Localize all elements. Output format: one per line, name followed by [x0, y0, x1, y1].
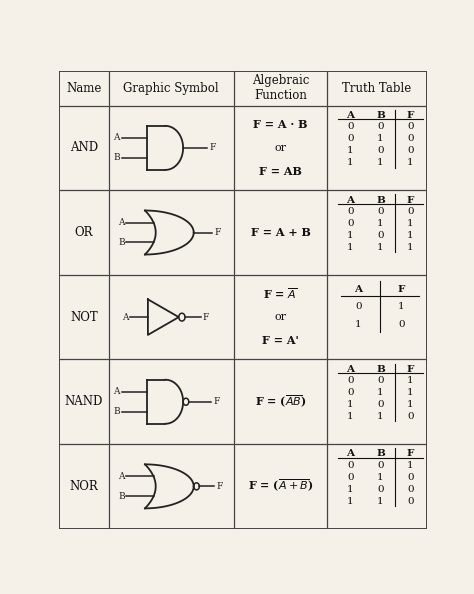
Text: NOR: NOR — [70, 480, 99, 493]
Text: F = A': F = A' — [262, 336, 299, 346]
Text: Graphic Symbol: Graphic Symbol — [124, 82, 219, 95]
Text: F: F — [407, 111, 414, 120]
Text: 0: 0 — [377, 146, 384, 155]
Text: 1: 1 — [377, 134, 384, 143]
Text: F = ($\overline{A + B}$): F = ($\overline{A + B}$) — [248, 478, 313, 494]
Text: 0: 0 — [407, 207, 414, 216]
Text: F = A + B: F = A + B — [251, 227, 310, 238]
Text: NAND: NAND — [65, 395, 103, 408]
Text: F = ($\overline{AB}$): F = ($\overline{AB}$) — [255, 394, 306, 410]
Text: 0: 0 — [347, 388, 354, 397]
Text: OR: OR — [75, 226, 93, 239]
Text: 1: 1 — [407, 231, 414, 240]
Text: Name: Name — [66, 82, 102, 95]
Text: A: A — [346, 365, 355, 374]
Text: B: B — [118, 238, 125, 247]
Text: 0: 0 — [347, 122, 354, 131]
Text: 1: 1 — [407, 388, 414, 397]
Text: 0: 0 — [407, 146, 414, 155]
Text: 0: 0 — [407, 122, 414, 131]
Text: 1: 1 — [355, 320, 362, 329]
Text: 1: 1 — [347, 243, 354, 252]
Text: 0: 0 — [347, 207, 354, 216]
Text: F: F — [210, 143, 216, 153]
Text: 1: 1 — [347, 158, 354, 167]
Text: B: B — [376, 450, 385, 459]
Text: 1: 1 — [377, 388, 384, 397]
Text: 1: 1 — [377, 412, 384, 421]
Text: 0: 0 — [347, 376, 354, 385]
Text: 0: 0 — [407, 473, 414, 482]
Text: A: A — [118, 218, 125, 227]
Text: or: or — [274, 312, 287, 322]
Text: or: or — [274, 143, 287, 153]
Text: A: A — [113, 387, 120, 396]
Text: 1: 1 — [407, 400, 414, 409]
Text: F: F — [407, 365, 414, 374]
Text: 0: 0 — [407, 485, 414, 494]
Text: 1: 1 — [347, 412, 354, 421]
Text: 0: 0 — [347, 461, 354, 470]
Text: F = AB: F = AB — [259, 166, 302, 177]
Text: F: F — [202, 312, 209, 321]
Text: 0: 0 — [347, 219, 354, 228]
Text: 1: 1 — [407, 243, 414, 252]
Text: A: A — [346, 195, 355, 204]
Text: 1: 1 — [377, 158, 384, 167]
Text: 1: 1 — [407, 376, 414, 385]
Text: A: A — [346, 450, 355, 459]
Text: A: A — [354, 285, 362, 294]
Text: 1: 1 — [377, 473, 384, 482]
Text: B: B — [376, 195, 385, 204]
Text: A: A — [122, 312, 128, 321]
Text: 1: 1 — [347, 485, 354, 494]
Text: 1: 1 — [347, 146, 354, 155]
Text: AND: AND — [70, 141, 98, 154]
Text: Algebraic
Function: Algebraic Function — [252, 74, 309, 102]
Text: 0: 0 — [347, 134, 354, 143]
Text: 1: 1 — [407, 158, 414, 167]
Text: B: B — [118, 492, 125, 501]
Text: B: B — [113, 407, 120, 416]
Text: B: B — [376, 111, 385, 120]
Text: A: A — [113, 134, 120, 143]
Text: Truth Table: Truth Table — [342, 82, 411, 95]
Text: 1: 1 — [377, 243, 384, 252]
Text: F: F — [217, 482, 223, 491]
Text: F = A · B: F = A · B — [253, 119, 308, 129]
Text: A: A — [346, 111, 355, 120]
Text: B: B — [113, 153, 120, 162]
Text: 0: 0 — [398, 320, 405, 329]
Text: NOT: NOT — [70, 311, 98, 324]
Text: 0: 0 — [407, 412, 414, 421]
Text: 0: 0 — [407, 134, 414, 143]
Text: B: B — [376, 365, 385, 374]
Text: 1: 1 — [377, 219, 384, 228]
Text: 1: 1 — [398, 302, 405, 311]
Text: 1: 1 — [377, 497, 384, 505]
Text: F: F — [398, 285, 405, 294]
Text: 0: 0 — [377, 207, 384, 216]
Text: F: F — [213, 397, 219, 406]
Text: 1: 1 — [407, 461, 414, 470]
Text: F: F — [215, 228, 221, 237]
Text: 1: 1 — [347, 400, 354, 409]
Text: 0: 0 — [377, 376, 384, 385]
Text: 1: 1 — [347, 231, 354, 240]
Text: 0: 0 — [377, 461, 384, 470]
Text: 1: 1 — [407, 219, 414, 228]
Text: 0: 0 — [377, 122, 384, 131]
Text: 0: 0 — [407, 497, 414, 505]
Text: F = $\overline{A}$: F = $\overline{A}$ — [263, 286, 298, 301]
Text: A: A — [118, 472, 125, 481]
Text: 0: 0 — [377, 400, 384, 409]
Text: 0: 0 — [377, 485, 384, 494]
Text: 1: 1 — [347, 497, 354, 505]
Text: F: F — [407, 195, 414, 204]
Text: 0: 0 — [377, 231, 384, 240]
Text: 0: 0 — [347, 473, 354, 482]
Text: F: F — [407, 450, 414, 459]
Text: 0: 0 — [355, 302, 362, 311]
